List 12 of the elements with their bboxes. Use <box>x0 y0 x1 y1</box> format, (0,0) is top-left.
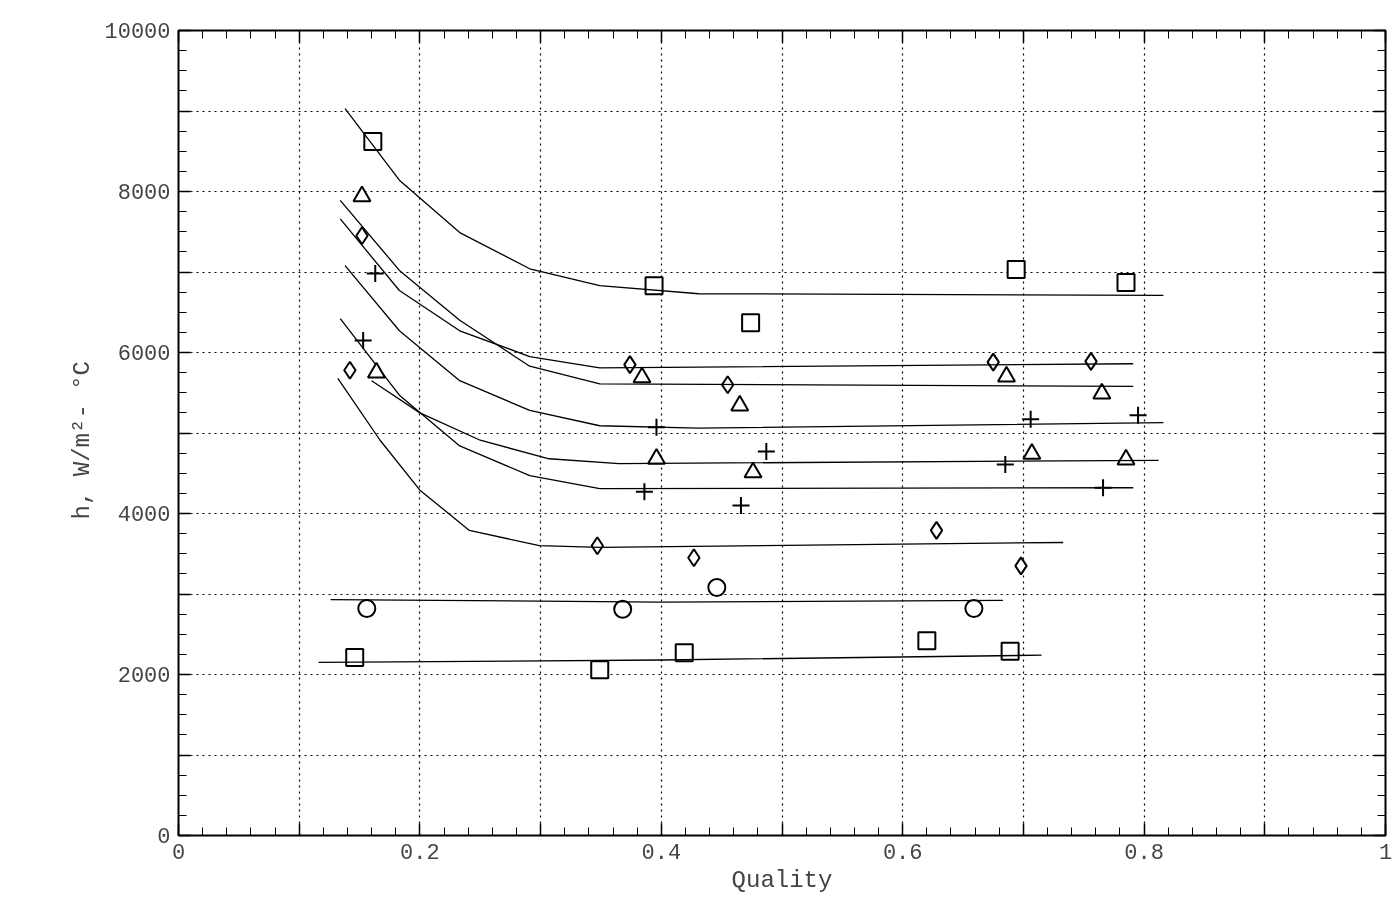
y-tick-label: 2000 <box>117 664 171 689</box>
x-tick-label: 0.6 <box>882 840 923 866</box>
x-tick-label: 0.8 <box>1124 840 1164 866</box>
x-tick-label: 0.2 <box>400 840 440 866</box>
y-tick-label: 10000 <box>104 20 171 45</box>
x-tick-label: 1 <box>1378 840 1393 866</box>
y-tick-label: 4000 <box>117 503 171 528</box>
x-tick-label: 0.4 <box>641 840 682 866</box>
y-tick-label: 6000 <box>117 342 171 367</box>
y-tick-label: 8000 <box>117 181 171 206</box>
x-axis-title: Quality <box>731 866 833 894</box>
y-axis-title: h, W/m²- °C <box>69 360 97 520</box>
